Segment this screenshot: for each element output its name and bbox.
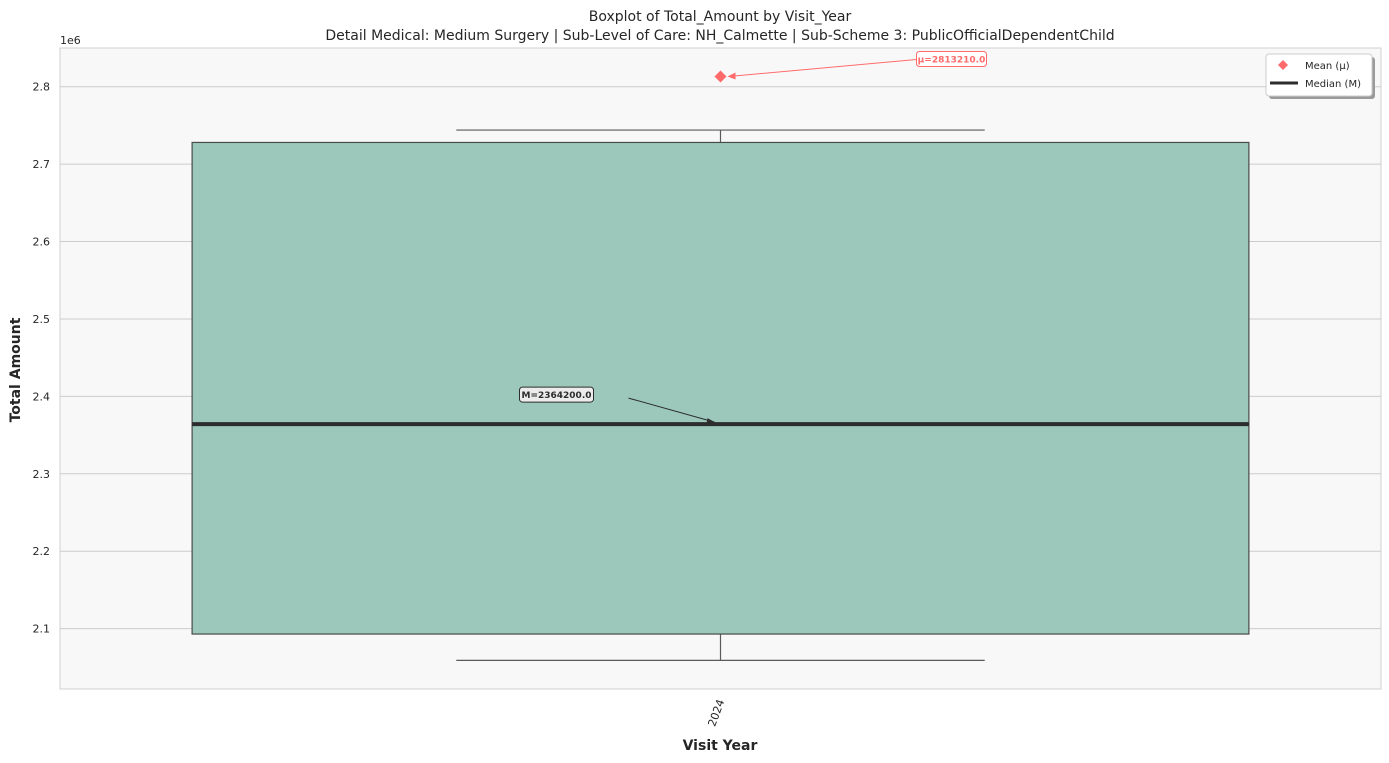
median-annotation-arrow bbox=[628, 397, 715, 423]
y-tick-label: 2.6 bbox=[33, 236, 51, 249]
median-annotation-arrowhead bbox=[706, 418, 717, 425]
legend-box bbox=[1265, 53, 1373, 97]
y-tick-label: 2.3 bbox=[33, 468, 51, 481]
mean-annotation-arrowhead bbox=[727, 72, 736, 80]
y-axis-multiplier: 1e6 bbox=[60, 34, 81, 47]
y-tick-label: 2.5 bbox=[33, 313, 51, 326]
median-annotation-label: M=2364200.0 bbox=[521, 391, 591, 401]
y-tick-label: 2.2 bbox=[33, 545, 51, 558]
y-tick-label: 2.8 bbox=[33, 81, 51, 94]
mean-annotation-arrow bbox=[728, 58, 917, 77]
median-annotation-box bbox=[519, 386, 594, 403]
legend-label: Median (M) bbox=[1305, 79, 1361, 90]
y-axis-label: Total Amount bbox=[8, 317, 24, 422]
legend-label: Mean (μ) bbox=[1305, 61, 1350, 72]
mean-marker bbox=[714, 70, 727, 83]
x-axis-label: Visit Year bbox=[683, 738, 758, 754]
y-tick-label: 2.7 bbox=[33, 158, 51, 171]
y-tick-label: 2.1 bbox=[33, 623, 51, 636]
y-tick-label: 2.4 bbox=[33, 390, 51, 403]
mean-annotation-label: μ=2813210.0 bbox=[918, 55, 986, 65]
chart-title: Boxplot of Total_Amount by Visit_Year bbox=[589, 9, 852, 25]
legend-mean-marker bbox=[1278, 60, 1288, 70]
x-tick-label: 2024 bbox=[706, 698, 728, 729]
iqr-box bbox=[191, 141, 1250, 635]
mean-annotation-box bbox=[916, 50, 987, 67]
chart-subtitle: Detail Medical: Medium Surgery | Sub-Lev… bbox=[325, 28, 1114, 44]
